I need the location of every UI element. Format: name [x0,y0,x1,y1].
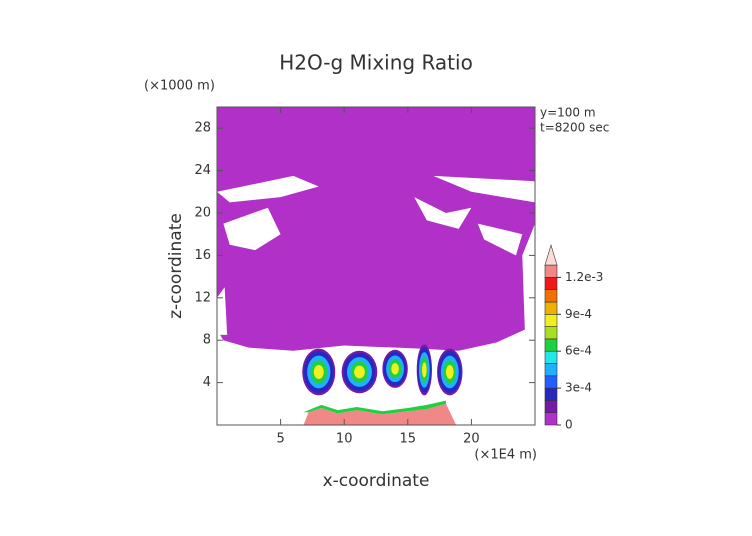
x-axis-label: x-coordinate [323,471,430,491]
colorbar-box [544,313,558,327]
x-tick-label: 5 [276,432,284,447]
colorbar-box [544,326,558,340]
colorbar-label: 9e-4 [565,307,592,321]
contour-region [313,365,324,379]
y-tick-label: 4 [203,375,211,390]
dry-region [414,197,472,229]
contour-region [354,365,365,379]
colorbar-label: 3e-4 [565,381,592,395]
colorbar-box [544,400,558,413]
colorbar-box [544,375,558,389]
colorbar-triangle [544,244,558,266]
y-tick-label: 28 [194,121,211,136]
y-tick-label: 16 [194,248,211,263]
colorbar-label: 0 [565,418,573,432]
colorbar-box [544,301,558,315]
contour-region [303,403,457,425]
colorbar-label: 6e-4 [565,344,592,358]
contour-region [217,107,535,351]
x-unit: (×1E4 m) [474,448,537,463]
contour-region [303,400,446,415]
y-tick-label: 24 [194,163,211,178]
x-tick-label: 20 [463,432,480,447]
colorbar-box [544,363,558,377]
colorbar-box [544,277,558,290]
contour-region [445,365,454,379]
y-axis-label: z-coordinate [166,213,186,319]
dry-region [223,207,281,251]
dry-region [217,175,319,203]
colorbar-label: 1.2e-3 [565,270,603,284]
dry-region [217,287,228,335]
colorbar-box [544,387,558,401]
chart-title: H2O-g Mixing Ratio [279,51,473,75]
contour-region [422,362,427,378]
field [217,107,535,425]
colorbar-box [544,350,558,364]
x-tick-label: 10 [336,432,353,447]
colorbar-box [544,264,558,278]
dry-region [433,175,535,203]
colorbar-box [544,412,558,426]
plot-frame [216,106,536,426]
y-unit: (×1000 m) [144,79,215,94]
contour-region [391,363,399,375]
annotation: y=100 m [540,106,596,120]
y-tick-label: 8 [203,333,211,348]
dry-region [477,223,523,256]
colorbar-box [544,338,558,352]
y-tick-label: 12 [194,290,211,305]
x-tick-label: 15 [400,432,417,447]
y-tick-label: 20 [194,206,211,221]
annotation: t=8200 sec [540,121,609,135]
colorbar-box [544,289,558,303]
